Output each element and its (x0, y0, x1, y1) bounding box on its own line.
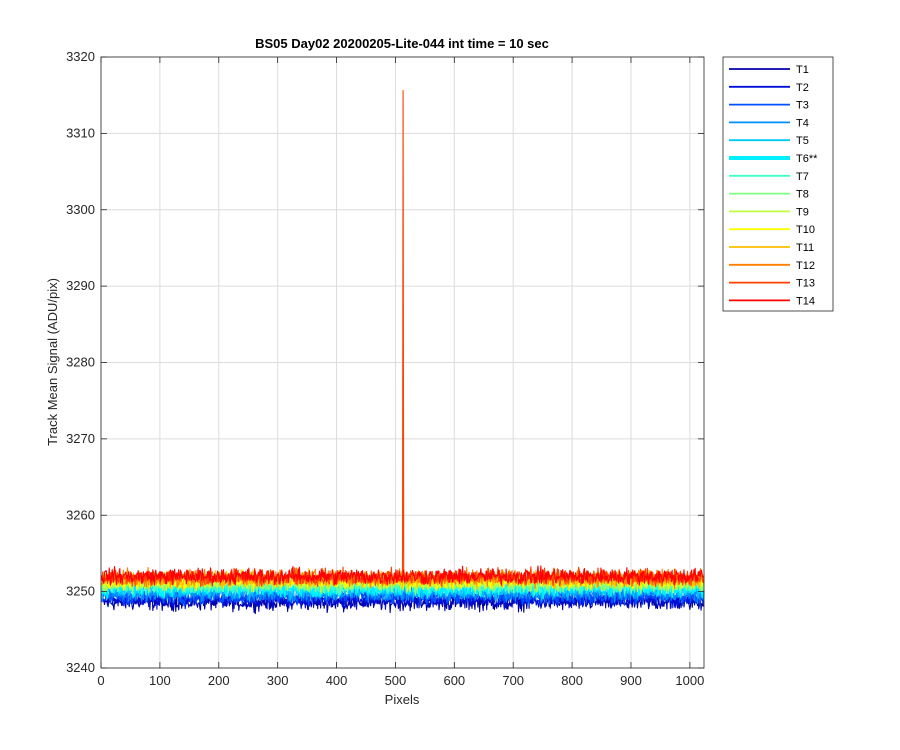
y-tick-label: 3280 (66, 355, 95, 370)
x-tick-label: 600 (443, 673, 465, 688)
x-tick-label: 200 (208, 673, 230, 688)
y-tick-label: 3320 (66, 49, 95, 64)
legend-label: T6** (796, 153, 818, 165)
series-line-t14 (101, 565, 705, 587)
x-tick-label: 800 (561, 673, 583, 688)
x-tick-label: 300 (267, 673, 289, 688)
legend-label: T3 (796, 100, 809, 112)
legend-label: T13 (796, 278, 815, 290)
axis-ticks (100, 56, 704, 669)
x-tick-label: 400 (326, 673, 348, 688)
legend-label: T11 (796, 242, 814, 254)
legend-label: T14 (796, 295, 815, 307)
legend-label: T12 (796, 260, 815, 272)
legend: T1 T2 T3 T4 T5 T6** T7 T8 T9 T10 T11 T12 T13 T14 (722, 56, 834, 312)
x-axis-label: Pixels (385, 692, 420, 707)
legend-label: T5 (796, 135, 809, 147)
plot-area (100, 56, 705, 669)
chart-title: BS05 Day02 20200205-Lite-044 int time = … (255, 36, 549, 51)
legend-entries: T1 T2 T3 T4 T5 T6** T7 T8 T9 T10 T11 T12 T13 T14 (729, 64, 818, 307)
x-tick-label: 100 (149, 673, 171, 688)
legend-label: T4 (796, 117, 809, 129)
y-tick-label: 3270 (66, 431, 95, 446)
x-tick-labels: 0 100 200 300 400 500 600 700 800 900 1000 (97, 673, 704, 688)
y-axis-label: Track Mean Signal (ADU/pix) (45, 278, 60, 446)
legend-box (722, 56, 834, 312)
legend-label: T8 (796, 189, 809, 201)
legend-label: T2 (796, 82, 809, 94)
x-tick-label: 500 (385, 673, 407, 688)
y-tick-label: 3250 (66, 584, 95, 599)
legend-label: T7 (796, 171, 809, 183)
x-tick-label: 0 (97, 673, 104, 688)
y-tick-label: 3260 (66, 507, 95, 522)
x-tick-label: 1000 (675, 673, 704, 688)
legend-label: T9 (796, 206, 809, 218)
legend-label: T1 (796, 64, 809, 76)
x-tick-label: 700 (502, 673, 524, 688)
series-lines (101, 90, 705, 615)
y-tick-labels: 3240 3250 3260 3270 3280 3290 3300 3310 3320 (66, 49, 95, 675)
y-tick-label: 3310 (66, 125, 95, 140)
y-tick-label: 3290 (66, 278, 95, 293)
y-tick-label: 3240 (66, 660, 95, 675)
y-tick-label: 3300 (66, 202, 95, 217)
x-tick-label: 900 (620, 673, 642, 688)
legend-label: T10 (796, 224, 815, 236)
